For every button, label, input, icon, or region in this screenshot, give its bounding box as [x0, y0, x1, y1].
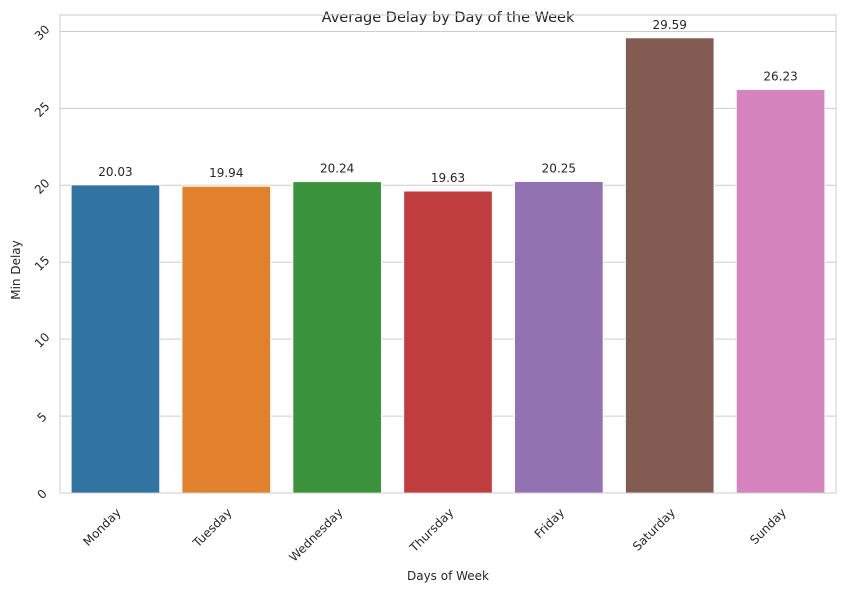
y-tick-label: 15 — [32, 253, 53, 274]
x-tick-labels: Monday Tuesday Wednesday Thursday Friday Satu… — [80, 505, 789, 564]
bar-wednesday — [292, 181, 382, 494]
bar-sunday — [735, 88, 826, 494]
y-tick-label: 5 — [35, 410, 50, 425]
y-axis-label: Min Delay — [9, 240, 23, 300]
data-label-friday: 20.25 — [542, 161, 576, 175]
bar-thursday — [403, 190, 493, 494]
x-tick-label-friday: Friday — [532, 505, 568, 541]
y-tick-label: 20 — [32, 176, 53, 197]
y-tick-label: 10 — [32, 330, 53, 351]
data-labels: 20.03 19.94 20.24 19.63 20.25 29.59 26.23 — [98, 18, 798, 185]
x-tick-label-wednesday: Wednesday — [286, 505, 345, 564]
x-tick-label-tuesday: Tuesday — [189, 505, 234, 550]
x-tick-label-thursday: Thursday — [406, 505, 456, 555]
data-label-thursday: 19.63 — [431, 171, 465, 185]
y-tick-label: 25 — [32, 99, 53, 120]
x-tick-label-saturday: Saturday — [630, 505, 678, 553]
bar-friday — [514, 180, 604, 494]
data-label-sunday: 26.23 — [763, 69, 797, 83]
bar-saturday — [624, 37, 715, 494]
x-axis-label: Days of Week — [407, 569, 489, 583]
plot-frame — [59, 14, 837, 494]
y-tick-label: 30 — [32, 22, 53, 43]
data-label-tuesday: 19.94 — [209, 166, 243, 180]
data-label-saturday: 29.59 — [653, 18, 687, 32]
bar-monday — [70, 184, 161, 494]
y-tick-label: 0 — [35, 487, 50, 502]
x-tick-label-sunday: Sunday — [747, 505, 789, 547]
data-label-monday: 20.03 — [98, 165, 132, 179]
y-tick-labels: 0 5 10 15 20 25 30 — [32, 22, 53, 502]
x-tick-label-monday: Monday — [80, 505, 123, 548]
data-label-wednesday: 20.24 — [320, 162, 354, 176]
chart-title: Average Delay by Day of the Week — [322, 10, 575, 26]
bars — [70, 37, 826, 494]
bar-tuesday — [181, 185, 272, 494]
